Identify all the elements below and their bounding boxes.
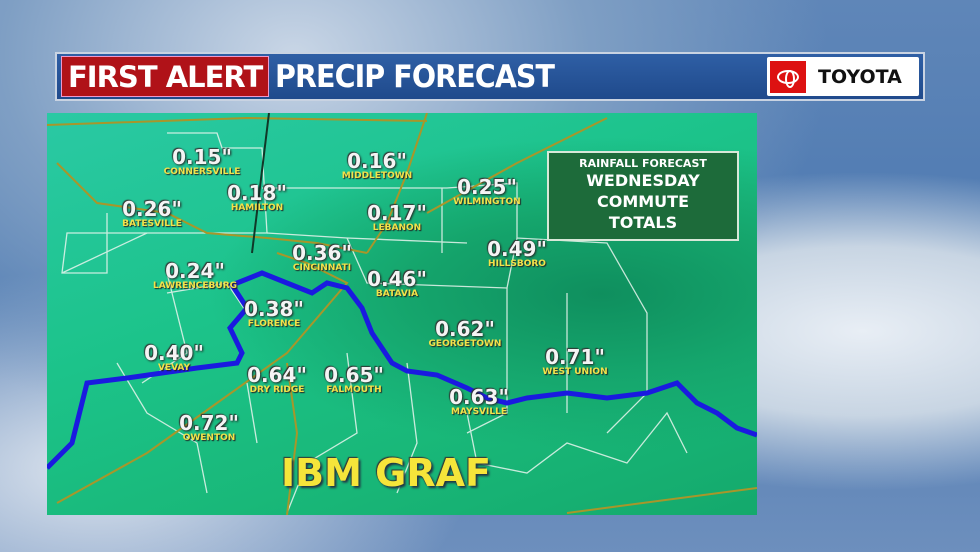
city-label: WILMINGTON	[453, 197, 521, 207]
precip-value: 0.46"	[367, 267, 427, 291]
city-label: FLORENCE	[247, 319, 301, 329]
precip-value: 0.26"	[122, 197, 182, 221]
city-label: BATESVILLE	[122, 219, 182, 229]
precip-value: 0.63"	[449, 385, 509, 409]
forecast-title-box: RAINFALL FORECAST WEDNESDAY COMMUTE TOTA…	[547, 151, 739, 241]
city-label: WEST UNION	[542, 367, 608, 377]
precip-value: 0.16"	[347, 149, 407, 173]
precip-map: RAINFALL FORECAST WEDNESDAY COMMUTE TOTA…	[47, 113, 757, 515]
precip-value: 0.38"	[244, 297, 304, 321]
city-label: LEBANON	[372, 223, 422, 233]
precip-value: 0.36"	[292, 241, 352, 265]
box-line: WEDNESDAY	[586, 171, 700, 190]
box-line: TOTALS	[608, 213, 678, 232]
state-line	[251, 113, 270, 254]
ohio-river	[47, 270, 757, 470]
toyota-logo-icon	[770, 60, 806, 93]
map-lines	[47, 113, 757, 515]
ibm-graf-watermark: IBM GRAF	[281, 451, 491, 495]
precip-value: 0.18"	[227, 181, 287, 205]
precip-value: 0.49"	[487, 237, 547, 261]
box-subtitle: RAINFALL FORECAST	[579, 157, 707, 170]
sponsor-logo: TOYOTA	[767, 57, 919, 96]
city-label: MAYSVILLE	[451, 407, 507, 417]
city-label: FALMOUTH	[326, 385, 382, 395]
precip-value: 0.65"	[324, 363, 384, 387]
city-label: MIDDLETOWN	[341, 171, 413, 181]
city-label: CONNERSVILLE	[163, 167, 241, 177]
page-title: PRECIP FORECAST	[275, 58, 555, 95]
city-label: CINCINNATI	[292, 263, 352, 273]
precip-value: 0.64"	[247, 363, 307, 387]
box-line: COMMUTE	[596, 192, 690, 211]
first-alert-badge: FIRST ALERT	[61, 56, 270, 97]
city-label: HAMILTON	[230, 203, 284, 213]
title-bar: FIRST ALERT PRECIP FORECAST TOYOTA	[55, 52, 925, 101]
city-label: VEVAY	[157, 363, 191, 373]
precip-value: 0.72"	[179, 411, 239, 435]
precip-value: 0.17"	[367, 201, 427, 225]
precip-value: 0.24"	[165, 259, 225, 283]
city-label: DRY RIDGE	[249, 385, 305, 395]
county-borders	[61, 132, 688, 514]
city-label: OWENTON	[182, 433, 236, 443]
precip-value: 0.71"	[545, 345, 605, 369]
precip-value: 0.40"	[144, 341, 204, 365]
city-label: GEORGETOWN	[428, 339, 502, 349]
precip-value: 0.15"	[172, 145, 232, 169]
city-label: LAWRENCEBURG	[152, 281, 238, 291]
precip-value: 0.25"	[457, 175, 517, 199]
precip-value: 0.62"	[435, 317, 495, 341]
city-label: HILLSBORO	[488, 259, 546, 269]
sponsor-name: TOYOTA	[818, 65, 902, 88]
city-label: BATAVIA	[375, 289, 419, 299]
highway-lines	[47, 113, 757, 515]
